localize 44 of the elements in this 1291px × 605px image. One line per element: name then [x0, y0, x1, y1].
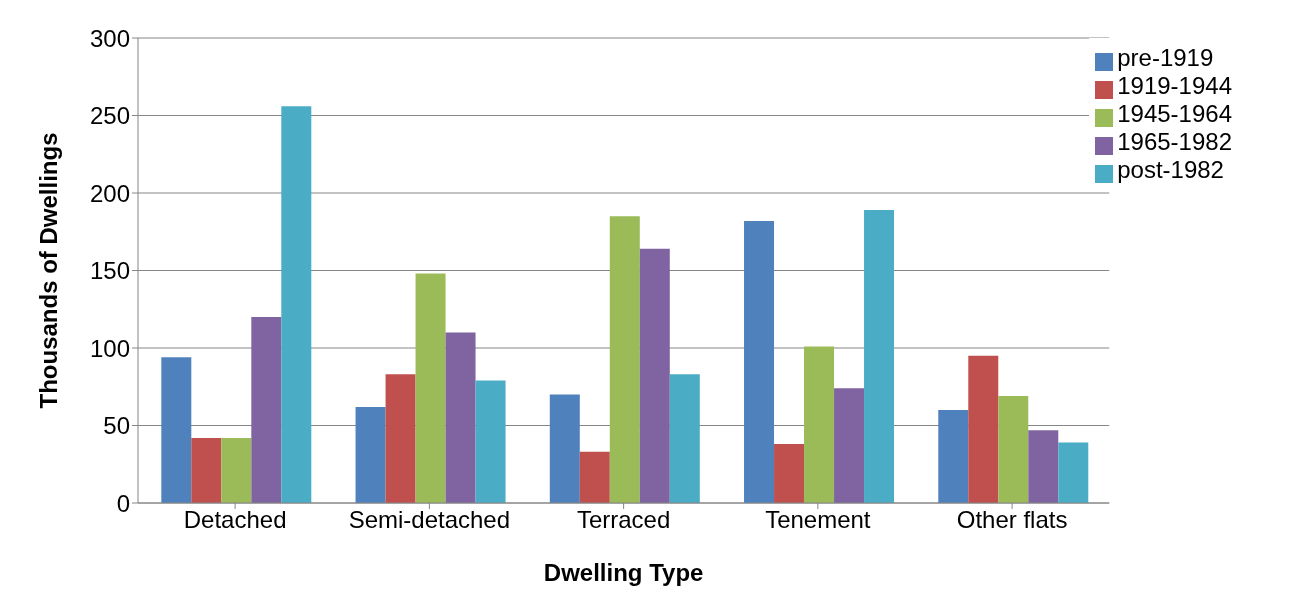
bar — [445, 332, 476, 503]
x-tick-label: Tenement — [765, 506, 871, 534]
bar — [864, 210, 895, 503]
bar — [251, 317, 282, 503]
bar — [221, 437, 252, 503]
x-tick-label: Terraced — [576, 506, 671, 534]
bar — [774, 444, 805, 503]
x-axis-title: Dwelling Type — [543, 559, 704, 586]
bar — [669, 374, 700, 503]
legend-label: pre-1919 — [1117, 44, 1214, 71]
bar — [834, 388, 865, 503]
legend-label: 1965-1982 — [1117, 128, 1232, 155]
y-tick-label: 300 — [89, 24, 130, 52]
bar — [475, 380, 506, 503]
x-tick-label: Other flats — [956, 506, 1068, 534]
bar — [579, 451, 610, 503]
x-tick-label: Detached — [183, 506, 287, 534]
y-tick-label: 150 — [89, 257, 130, 285]
bar — [355, 406, 386, 503]
legend-label: 1919-1944 — [1117, 72, 1232, 99]
bar — [609, 216, 640, 503]
bar — [998, 396, 1029, 503]
y-tick-label: 50 — [103, 412, 130, 440]
y-tick-label: 0 — [116, 489, 130, 517]
bar — [968, 355, 999, 503]
bar — [191, 437, 222, 503]
y-tick-label: 100 — [89, 334, 130, 362]
y-tick-label: 200 — [89, 179, 130, 207]
bar — [1058, 442, 1089, 503]
y-axis-title: Thousands of Dwellings — [34, 132, 62, 409]
bar — [804, 346, 835, 503]
bar — [1028, 430, 1059, 503]
x-tick-label: Semi-detached — [348, 506, 511, 534]
bar — [639, 248, 670, 503]
bar — [744, 220, 775, 503]
bar — [281, 106, 312, 503]
bar — [161, 357, 192, 503]
bar — [385, 374, 416, 503]
bar — [549, 394, 580, 503]
bar — [938, 410, 969, 503]
y-tick-label: 250 — [89, 102, 130, 130]
legend-label: 1945-1964 — [1117, 100, 1232, 127]
legend-label: post-1982 — [1117, 156, 1224, 183]
bar — [415, 273, 446, 503]
